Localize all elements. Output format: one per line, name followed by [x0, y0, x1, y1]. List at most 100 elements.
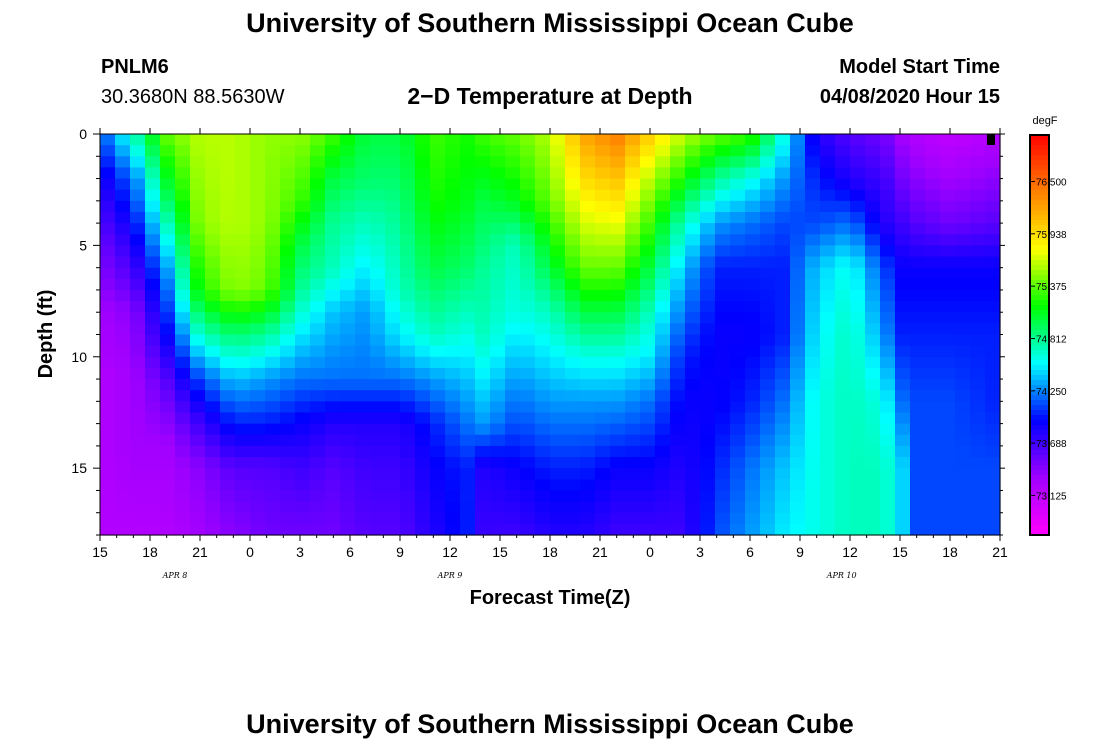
heatmap-cell [610, 468, 626, 480]
heatmap-cell [160, 401, 176, 414]
heatmap-cell [790, 367, 806, 380]
heatmap-cell [505, 134, 521, 146]
date-label: APR 8 [162, 571, 188, 580]
heatmap-cell [775, 468, 791, 480]
colorbar-segment [1030, 215, 1049, 221]
colorbar-segment [1030, 415, 1049, 421]
heatmap-cell [805, 200, 821, 213]
heatmap-cell [640, 301, 656, 313]
heatmap-cell [715, 145, 731, 157]
heatmap-cell [475, 167, 491, 180]
heatmap-cell [355, 211, 371, 224]
heatmap-cell [325, 178, 341, 191]
heatmap-cell [880, 223, 896, 235]
heatmap-cell [565, 457, 581, 469]
heatmap-cell [490, 356, 506, 369]
heatmap-cell [655, 345, 671, 358]
heatmap-cell [355, 145, 371, 157]
heatmap-cell [475, 256, 491, 269]
heatmap-cell [775, 200, 791, 213]
heatmap-cell [115, 167, 131, 180]
heatmap-cell [445, 356, 461, 369]
heatmap-cell [160, 479, 176, 492]
heatmap-cell [160, 134, 176, 146]
heatmap-cell [790, 134, 806, 146]
heatmap-cell [520, 178, 536, 191]
heatmap-cell [640, 167, 656, 180]
heatmap-cell [280, 312, 296, 324]
heatmap-cell [880, 423, 896, 436]
heatmap-cell [895, 167, 911, 180]
heatmap-cell [475, 323, 491, 336]
heatmap-cell [310, 278, 326, 291]
heatmap-cell [115, 334, 131, 347]
colorbar-segment [1030, 395, 1049, 401]
heatmap-cell [790, 334, 806, 347]
heatmap-cell [550, 189, 566, 202]
heatmap-cell [595, 323, 611, 336]
heatmap-cell [865, 457, 881, 469]
heatmap-cell [505, 189, 521, 202]
heatmap-cell [280, 501, 296, 514]
heatmap-cell [685, 312, 701, 324]
heatmap-cell [910, 367, 926, 380]
heatmap-cell [670, 312, 686, 324]
heatmap-cell [235, 445, 251, 458]
heatmap-cell [385, 356, 401, 369]
heatmap-cell [805, 178, 821, 191]
heatmap-cell [610, 178, 626, 191]
heatmap-cell [730, 301, 746, 313]
heatmap-cell [910, 223, 926, 235]
heatmap-cell [400, 490, 416, 503]
heatmap-cell [115, 289, 131, 302]
heatmap-cell [130, 479, 146, 492]
heatmap-cell [775, 379, 791, 391]
heatmap-cell [580, 156, 596, 169]
heatmap-cell [595, 245, 611, 258]
heatmap-cell [115, 356, 131, 369]
heatmap-cell [850, 245, 866, 258]
heatmap-cell [970, 323, 986, 336]
heatmap-cell [940, 189, 956, 202]
heatmap-cell [340, 134, 356, 146]
heatmap-cell [205, 434, 221, 447]
heatmap-cell [820, 234, 836, 246]
heatmap-cell [850, 445, 866, 458]
colorbar-segment [1030, 270, 1049, 276]
heatmap-cell [340, 334, 356, 347]
heatmap-cell [850, 256, 866, 269]
heatmap-cell [775, 189, 791, 202]
heatmap-cell [250, 167, 266, 180]
heatmap-cell [655, 223, 671, 235]
heatmap-cell [640, 501, 656, 514]
heatmap-cell [910, 289, 926, 302]
heatmap-cell [955, 167, 971, 180]
heatmap-cell [565, 379, 581, 391]
heatmap-cell [835, 189, 851, 202]
heatmap-cell [895, 301, 911, 313]
heatmap-cell [490, 412, 506, 425]
heatmap-cell [595, 479, 611, 492]
heatmap-cell [640, 289, 656, 302]
heatmap-cell [205, 211, 221, 224]
heatmap-cell [445, 211, 461, 224]
heatmap-cell [715, 200, 731, 213]
heatmap-cell [655, 423, 671, 436]
heatmap-cell [160, 334, 176, 347]
heatmap-cell [970, 312, 986, 324]
heatmap-cell [850, 167, 866, 180]
heatmap-cell [655, 379, 671, 391]
heatmap-cell [880, 267, 896, 280]
heatmap-cell [160, 379, 176, 391]
heatmap-cell [310, 156, 326, 169]
heatmap-cell [910, 390, 926, 402]
heatmap-cell [325, 457, 341, 469]
heatmap-cell [595, 445, 611, 458]
heatmap-cell [880, 245, 896, 258]
heatmap-cell [190, 156, 206, 169]
heatmap-cell [535, 301, 551, 313]
heatmap-cell [805, 412, 821, 425]
heatmap-cell [475, 512, 491, 525]
heatmap-cell [760, 200, 776, 213]
heatmap-cell [625, 234, 641, 246]
